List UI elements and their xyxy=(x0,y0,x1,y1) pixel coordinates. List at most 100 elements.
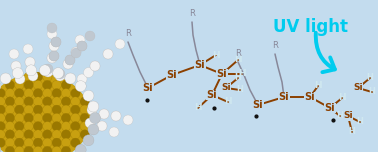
Circle shape xyxy=(5,105,15,114)
Circle shape xyxy=(33,105,43,114)
Circle shape xyxy=(71,47,81,57)
Circle shape xyxy=(15,74,25,84)
Circle shape xyxy=(15,105,24,114)
Circle shape xyxy=(65,55,75,65)
Circle shape xyxy=(90,61,100,71)
Circle shape xyxy=(0,144,1,152)
Text: UV light: UV light xyxy=(273,18,348,36)
Circle shape xyxy=(71,105,80,114)
Circle shape xyxy=(83,135,94,146)
Circle shape xyxy=(115,39,125,49)
Circle shape xyxy=(33,130,43,139)
Circle shape xyxy=(61,105,71,114)
Circle shape xyxy=(123,115,133,125)
Circle shape xyxy=(24,72,33,81)
Circle shape xyxy=(103,49,113,59)
Circle shape xyxy=(84,67,93,78)
Circle shape xyxy=(28,71,38,81)
Circle shape xyxy=(52,113,61,123)
Text: Si: Si xyxy=(167,70,177,80)
Circle shape xyxy=(5,138,15,147)
Circle shape xyxy=(43,97,52,106)
Circle shape xyxy=(33,113,43,123)
Circle shape xyxy=(15,146,24,152)
Circle shape xyxy=(0,113,5,123)
Circle shape xyxy=(99,109,109,119)
Circle shape xyxy=(83,90,94,101)
Circle shape xyxy=(52,89,61,98)
Circle shape xyxy=(49,41,59,51)
Text: H: H xyxy=(238,69,246,78)
Text: Si: Si xyxy=(221,83,231,93)
Text: Si: Si xyxy=(279,92,289,102)
Circle shape xyxy=(80,122,90,131)
Circle shape xyxy=(0,89,5,98)
Circle shape xyxy=(0,105,5,114)
Text: H: H xyxy=(367,74,373,83)
Circle shape xyxy=(61,113,71,123)
Circle shape xyxy=(80,105,90,114)
Circle shape xyxy=(52,146,61,152)
Circle shape xyxy=(75,144,86,152)
Circle shape xyxy=(61,122,71,131)
Circle shape xyxy=(71,48,81,58)
Circle shape xyxy=(51,37,61,47)
Circle shape xyxy=(0,138,5,147)
Circle shape xyxy=(75,35,85,45)
Circle shape xyxy=(25,57,35,67)
Circle shape xyxy=(52,130,61,139)
Circle shape xyxy=(71,47,81,57)
Circle shape xyxy=(61,146,71,152)
Circle shape xyxy=(33,122,43,131)
Circle shape xyxy=(49,41,59,51)
Circle shape xyxy=(80,113,90,123)
Circle shape xyxy=(47,23,57,33)
Circle shape xyxy=(90,112,101,123)
Text: Si: Si xyxy=(217,69,227,79)
Circle shape xyxy=(24,122,33,131)
Circle shape xyxy=(65,55,75,65)
Text: Si: Si xyxy=(195,60,205,70)
Circle shape xyxy=(43,122,52,131)
Circle shape xyxy=(5,122,15,131)
Circle shape xyxy=(63,59,73,69)
Text: H: H xyxy=(224,97,232,107)
Circle shape xyxy=(11,61,21,71)
Circle shape xyxy=(24,113,33,123)
Circle shape xyxy=(77,41,87,51)
Text: Si: Si xyxy=(325,103,335,113)
Circle shape xyxy=(11,61,21,71)
Circle shape xyxy=(53,68,64,79)
Circle shape xyxy=(43,146,52,152)
Circle shape xyxy=(0,81,1,92)
Circle shape xyxy=(75,81,86,92)
Circle shape xyxy=(49,51,59,61)
Text: H: H xyxy=(369,88,375,97)
Circle shape xyxy=(15,113,24,123)
Circle shape xyxy=(0,122,5,131)
Text: R: R xyxy=(189,9,195,18)
Circle shape xyxy=(24,80,33,90)
Text: H: H xyxy=(212,50,220,59)
Circle shape xyxy=(47,53,57,63)
Circle shape xyxy=(77,41,87,51)
Circle shape xyxy=(33,146,43,152)
Text: Si: Si xyxy=(207,90,217,100)
Circle shape xyxy=(65,73,76,84)
Circle shape xyxy=(63,59,73,69)
Circle shape xyxy=(61,130,71,139)
Circle shape xyxy=(71,130,80,139)
Ellipse shape xyxy=(0,74,90,152)
Circle shape xyxy=(15,122,24,131)
Text: H: H xyxy=(314,81,322,90)
Circle shape xyxy=(0,73,11,84)
Circle shape xyxy=(24,97,33,106)
Circle shape xyxy=(5,113,15,123)
Circle shape xyxy=(97,121,107,131)
Circle shape xyxy=(33,138,43,147)
Text: Si: Si xyxy=(305,92,315,102)
Circle shape xyxy=(15,130,24,139)
Circle shape xyxy=(25,57,35,67)
Circle shape xyxy=(47,53,57,63)
Text: R: R xyxy=(272,41,278,50)
